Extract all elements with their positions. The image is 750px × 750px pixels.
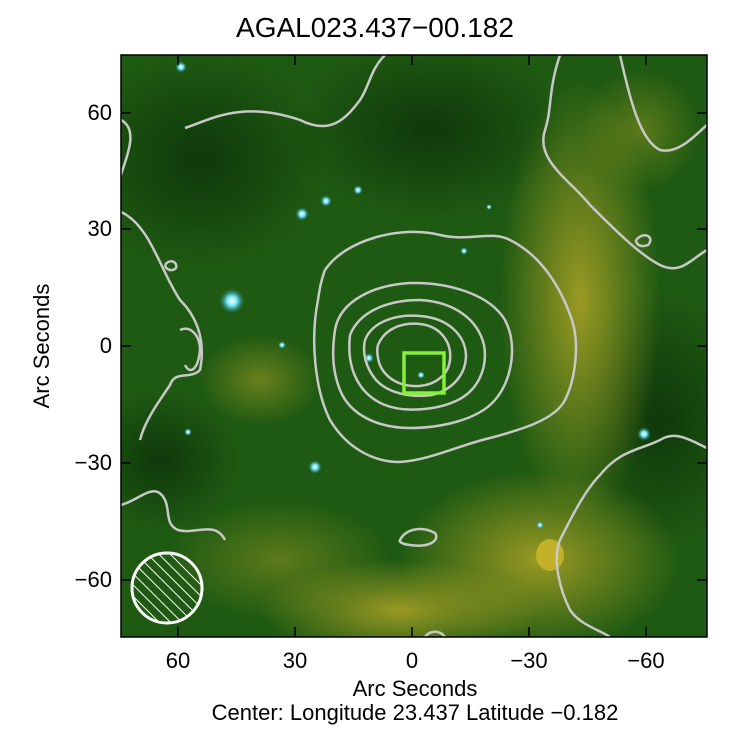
contour-lines (121, 55, 707, 637)
image-background (121, 55, 707, 637)
y-tick-label: 60 (87, 100, 112, 125)
axis-ticks (121, 55, 707, 637)
y-tick-label: −60 (74, 567, 112, 592)
target-marker-box (402, 351, 446, 395)
center-coordinates-caption: Center: Longitude 23.437 Latitude −0.182 (211, 700, 619, 725)
x-tick-label: 0 (405, 648, 419, 673)
x-tick-label: −30 (510, 648, 548, 673)
y-tick-label: 0 (99, 333, 112, 358)
x-tick-label: −60 (627, 648, 665, 673)
beam-size-indicator (130, 551, 204, 625)
y-tick-label: −30 (74, 450, 112, 475)
y-axis-label: Arc Seconds (29, 283, 54, 409)
plot-title: AGAL023.437−00.182 (236, 12, 514, 43)
x-tick-label: 60 (165, 648, 191, 673)
x-axis-label: Arc Seconds (352, 676, 478, 701)
x-tick-label: 30 (282, 648, 308, 673)
y-tick-label: 30 (87, 216, 112, 241)
